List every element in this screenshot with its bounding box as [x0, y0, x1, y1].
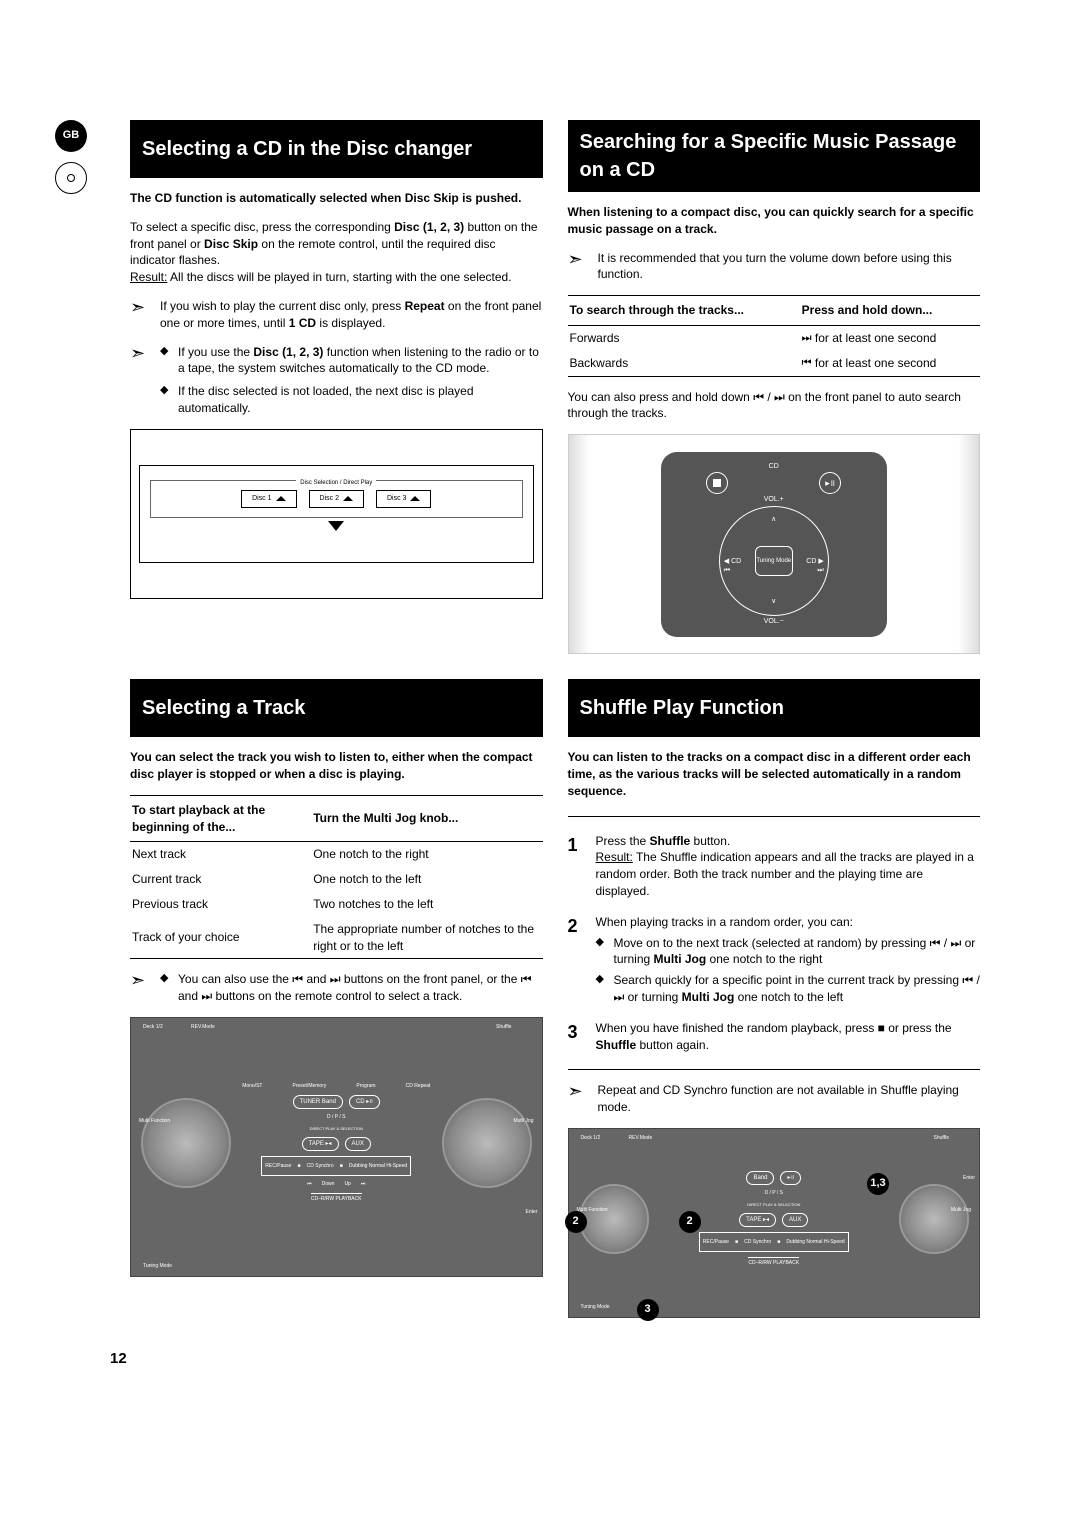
header-disc-changer: Selecting a CD in the Disc changer	[130, 120, 543, 178]
note-row: ➣ It is recommended that you turn the vo…	[568, 250, 981, 284]
step-1: 1 Press the Shuffle button. Result: The …	[568, 833, 981, 900]
intro: The CD function is automatically selecte…	[130, 190, 543, 207]
hand-icon: ➣	[130, 298, 152, 316]
intro: When listening to a compact disc, you ca…	[568, 204, 981, 238]
intro: You can select the track you wish to lis…	[130, 749, 543, 783]
figure-front-panel-callouts: Band▸॥ D / P / S DIRECT PLAY & SELECTION…	[568, 1128, 981, 1318]
page-number: 12	[110, 1348, 980, 1369]
header-select-track: Selecting a Track	[130, 679, 543, 737]
knob-icon	[899, 1184, 969, 1254]
knob-icon	[579, 1184, 649, 1254]
section-shuffle: Shuffle Play Function You can listen to …	[568, 679, 981, 1318]
note-row: ➣ Repeat and CD Synchro function are not…	[568, 1082, 981, 1116]
figure-front-panel: Mono/STPreset/MemoryProgramCD Repeat TUN…	[130, 1017, 543, 1277]
note-row: ➣ ◆ You can also use the ⏮ and ⏭ buttons…	[130, 971, 543, 1005]
hand-icon: ➣	[130, 344, 152, 362]
section-select-track: Selecting a Track You can select the tra…	[130, 679, 543, 1318]
step-3: 3 When you have finished the random play…	[568, 1020, 981, 1054]
step-2: 2 When playing tracks in a random order,…	[568, 914, 981, 1006]
margin-column: GB	[55, 120, 105, 1318]
para: You can also press and hold down ⏮ / ⏭ o…	[568, 389, 981, 423]
para: To select a specific disc, press the cor…	[130, 219, 543, 286]
note-row: ➣ If you wish to play the current disc o…	[130, 298, 543, 332]
header-shuffle: Shuffle Play Function	[568, 679, 981, 737]
hand-icon: ➣	[568, 1082, 590, 1100]
section-search-passage: Searching for a Specific Music Passage o…	[568, 120, 981, 654]
table-track: To start playback at the beginning of th…	[130, 795, 543, 960]
knob-icon	[141, 1098, 231, 1188]
figure-remote: CD ▸॥ VOL.+ Tuning Mode ∧ ∨ ◀ CD⏮ CD ▶⏭ …	[568, 434, 981, 654]
figure-disc-selection: Disc Selection / Direct Play Disc 1 Disc…	[130, 429, 543, 599]
section-disc-changer: Selecting a CD in the Disc changer The C…	[130, 120, 543, 654]
hand-icon: ➣	[568, 250, 590, 268]
header-search-passage: Searching for a Specific Music Passage o…	[568, 120, 981, 192]
intro: You can listen to the tracks on a compac…	[568, 749, 981, 799]
note-row: ➣ ◆ If you use the Disc (1, 2, 3) functi…	[130, 344, 543, 417]
gb-badge: GB	[55, 120, 87, 152]
diamond-icon: ◆	[160, 383, 172, 417]
knob-icon	[442, 1098, 532, 1188]
hand-icon: ➣	[130, 971, 152, 989]
table-search: To search through the tracks...Press and…	[568, 295, 981, 376]
disc-icon	[55, 162, 87, 194]
diamond-icon: ◆	[160, 971, 172, 1005]
diamond-icon: ◆	[160, 344, 172, 378]
